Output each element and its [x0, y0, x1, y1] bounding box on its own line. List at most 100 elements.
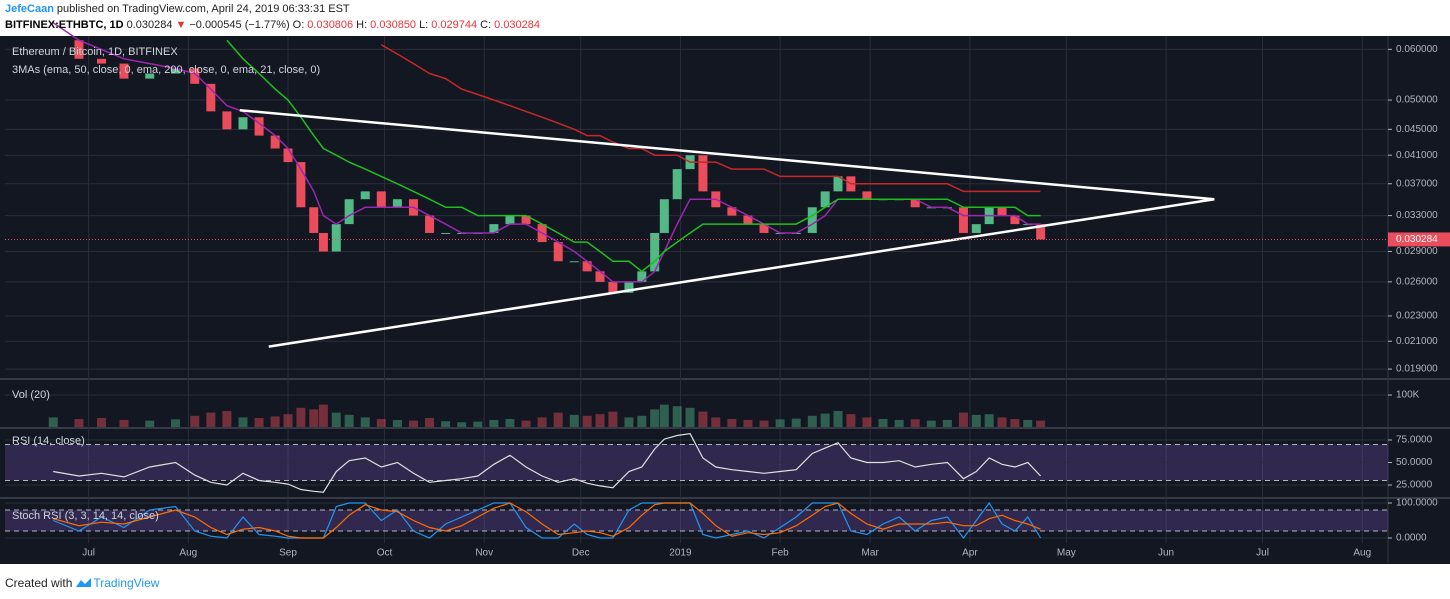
- o-label: O:: [292, 19, 305, 31]
- x-tick-label: Sep: [279, 548, 297, 559]
- l-label: L:: [419, 19, 429, 31]
- volume-bar: [119, 419, 129, 427]
- candle: [331, 224, 341, 252]
- y-tick-label: 0.029000: [1396, 246, 1438, 257]
- moving-average: [380, 44, 1041, 193]
- candle: [807, 207, 817, 233]
- candle: [624, 281, 634, 293]
- candle: [170, 68, 180, 74]
- x-tick-label: Aug: [1353, 548, 1371, 559]
- volume-bar: [698, 411, 708, 427]
- volume-bar: [595, 414, 605, 427]
- candle: [222, 111, 232, 130]
- candle: [637, 271, 647, 282]
- volume-bar: [457, 422, 467, 427]
- volume-bar: [926, 420, 936, 427]
- candle: [254, 117, 264, 136]
- candle: [96, 58, 106, 64]
- chart-title: Ethereum / Bitcoin, 1D, BITFINEX: [12, 46, 178, 58]
- volume-bar: [344, 414, 354, 427]
- x-tick-label: Jul: [1256, 548, 1269, 559]
- x-tick-label: Apr: [962, 548, 978, 559]
- volume-bar: [984, 414, 994, 427]
- volume-bar: [807, 415, 817, 427]
- candle: [759, 224, 769, 233]
- candle: [344, 199, 354, 225]
- x-tick-label: Mar: [862, 548, 880, 559]
- candle: [74, 40, 84, 59]
- volume-bar: [190, 415, 200, 427]
- candle: [862, 191, 872, 200]
- change: −0.000545 (−1.77%): [189, 19, 290, 31]
- volume-bar: [878, 419, 888, 427]
- y-tick-label: 0.045000: [1396, 124, 1438, 135]
- volume-bar: [685, 407, 695, 427]
- candle: [833, 176, 843, 192]
- author[interactable]: JefeCaan: [5, 3, 54, 15]
- candle: [595, 271, 605, 282]
- brand[interactable]: TradingView: [93, 576, 160, 590]
- pane-title: Vol (20): [12, 389, 50, 401]
- x-tick-label: Oct: [377, 548, 393, 559]
- volume-bar: [791, 418, 801, 427]
- volume-bar: [537, 417, 547, 427]
- candle: [270, 135, 280, 149]
- candle: [145, 73, 155, 79]
- y-tick-label: 0.023000: [1396, 311, 1438, 322]
- volume-bar: [74, 419, 84, 427]
- y-tick-label: 100.0000: [1396, 498, 1438, 509]
- candle: [309, 207, 319, 233]
- header-line-2: BITFINEX:ETHBTC, 1D 0.030284 ▼ −0.000545 (−…: [5, 19, 543, 31]
- volume-bar: [408, 420, 418, 427]
- candle: [505, 215, 515, 225]
- x-tick-label: Aug: [179, 548, 197, 559]
- candle: [910, 199, 920, 208]
- volume-bar: [96, 418, 106, 427]
- candle: [441, 232, 451, 234]
- candle: [553, 242, 563, 262]
- volume-bar: [775, 419, 785, 427]
- candle: [971, 224, 981, 233]
- volume-bar: [942, 419, 952, 427]
- candle: [727, 207, 737, 216]
- x-tick-label: Nov: [475, 548, 493, 559]
- volume-bar: [489, 419, 499, 427]
- indicator-line: [53, 502, 1041, 539]
- candle: [608, 281, 618, 293]
- volume-bar: [833, 411, 843, 427]
- volume-bar: [910, 419, 920, 427]
- y-tick-label: 25.0000: [1396, 480, 1433, 491]
- volume-bar: [473, 421, 483, 427]
- candle: [997, 207, 1007, 216]
- indicator-line: [52, 501, 1042, 540]
- y-tick-label: 100K: [1396, 390, 1420, 401]
- x-tick-label: May: [1057, 548, 1076, 559]
- x-tick-label: Dec: [572, 548, 590, 559]
- footer: Created with TradingView: [5, 576, 162, 590]
- last-price-label: 0.030284: [1396, 234, 1438, 245]
- volume-bar: [283, 414, 293, 427]
- volume-bar: [206, 412, 216, 427]
- moving-average: [226, 39, 1041, 273]
- candle: [190, 68, 200, 84]
- volume-bar: [582, 415, 592, 427]
- volume-bar: [659, 404, 669, 427]
- indicator-line: [53, 433, 1042, 493]
- candle: [296, 162, 306, 208]
- volume-bar: [254, 418, 264, 427]
- volume-bar: [1023, 419, 1033, 427]
- volume-bar: [1036, 420, 1046, 427]
- volume-bar: [846, 414, 856, 427]
- volume-bar: [521, 420, 531, 427]
- volume-bar: [441, 421, 451, 427]
- y-tick-label: 50.0000: [1396, 457, 1433, 468]
- volume-bar: [569, 414, 579, 427]
- volume-bar: [270, 416, 280, 427]
- volume-bar: [624, 417, 634, 427]
- published: published on TradingView.com, April 24, …: [56, 3, 350, 15]
- candle: [238, 117, 248, 130]
- volume-bar: [672, 406, 682, 427]
- y-tick-label: 0.037000: [1396, 178, 1438, 189]
- volume-bar: [820, 413, 830, 427]
